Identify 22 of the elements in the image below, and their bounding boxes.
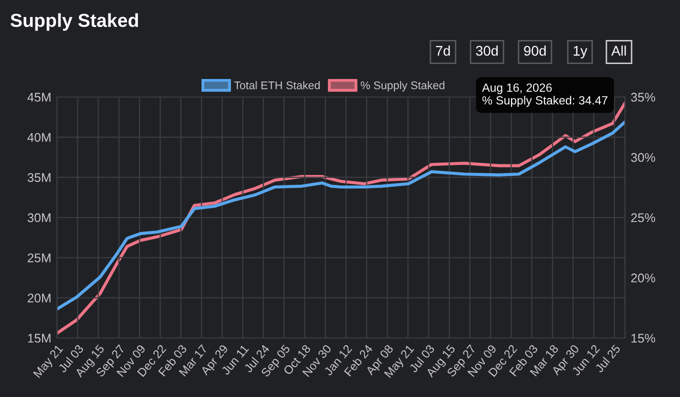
- text: 1y: [574, 46, 588, 58]
- y-tick-label: 45M: [27, 92, 50, 102]
- y-tick-label: 15M: [28, 334, 50, 343]
- text: 90d: [524, 46, 546, 56]
- y-tick-label: 40M: [27, 132, 50, 142]
- y2-tick-label: 20%: [631, 274, 656, 282]
- y2-tick-label: 35%: [631, 92, 656, 102]
- y2-tick-label: 25%: [631, 213, 656, 222]
- annotation: Aug 16, 2026 % Supply Staked: 34.47: [482, 83, 608, 107]
- y-tick-label: 35M: [28, 173, 50, 182]
- text: 30d: [476, 46, 498, 56]
- text: All: [611, 46, 626, 56]
- line-series: [57, 120, 625, 311]
- legend-label: % Supply Staked: [360, 81, 444, 92]
- text: 7d: [436, 46, 450, 56]
- y-tick-label: 30M: [28, 213, 50, 222]
- y2-tick-label: 15%: [632, 334, 656, 343]
- y2-tick-label: 30%: [631, 153, 656, 162]
- y-tick-label: 25M: [28, 253, 50, 262]
- legend-label: Total ETH Staked: [234, 81, 320, 90]
- y-tick-label: 20M: [28, 294, 50, 302]
- chart-title: Supply Staked: [10, 13, 138, 31]
